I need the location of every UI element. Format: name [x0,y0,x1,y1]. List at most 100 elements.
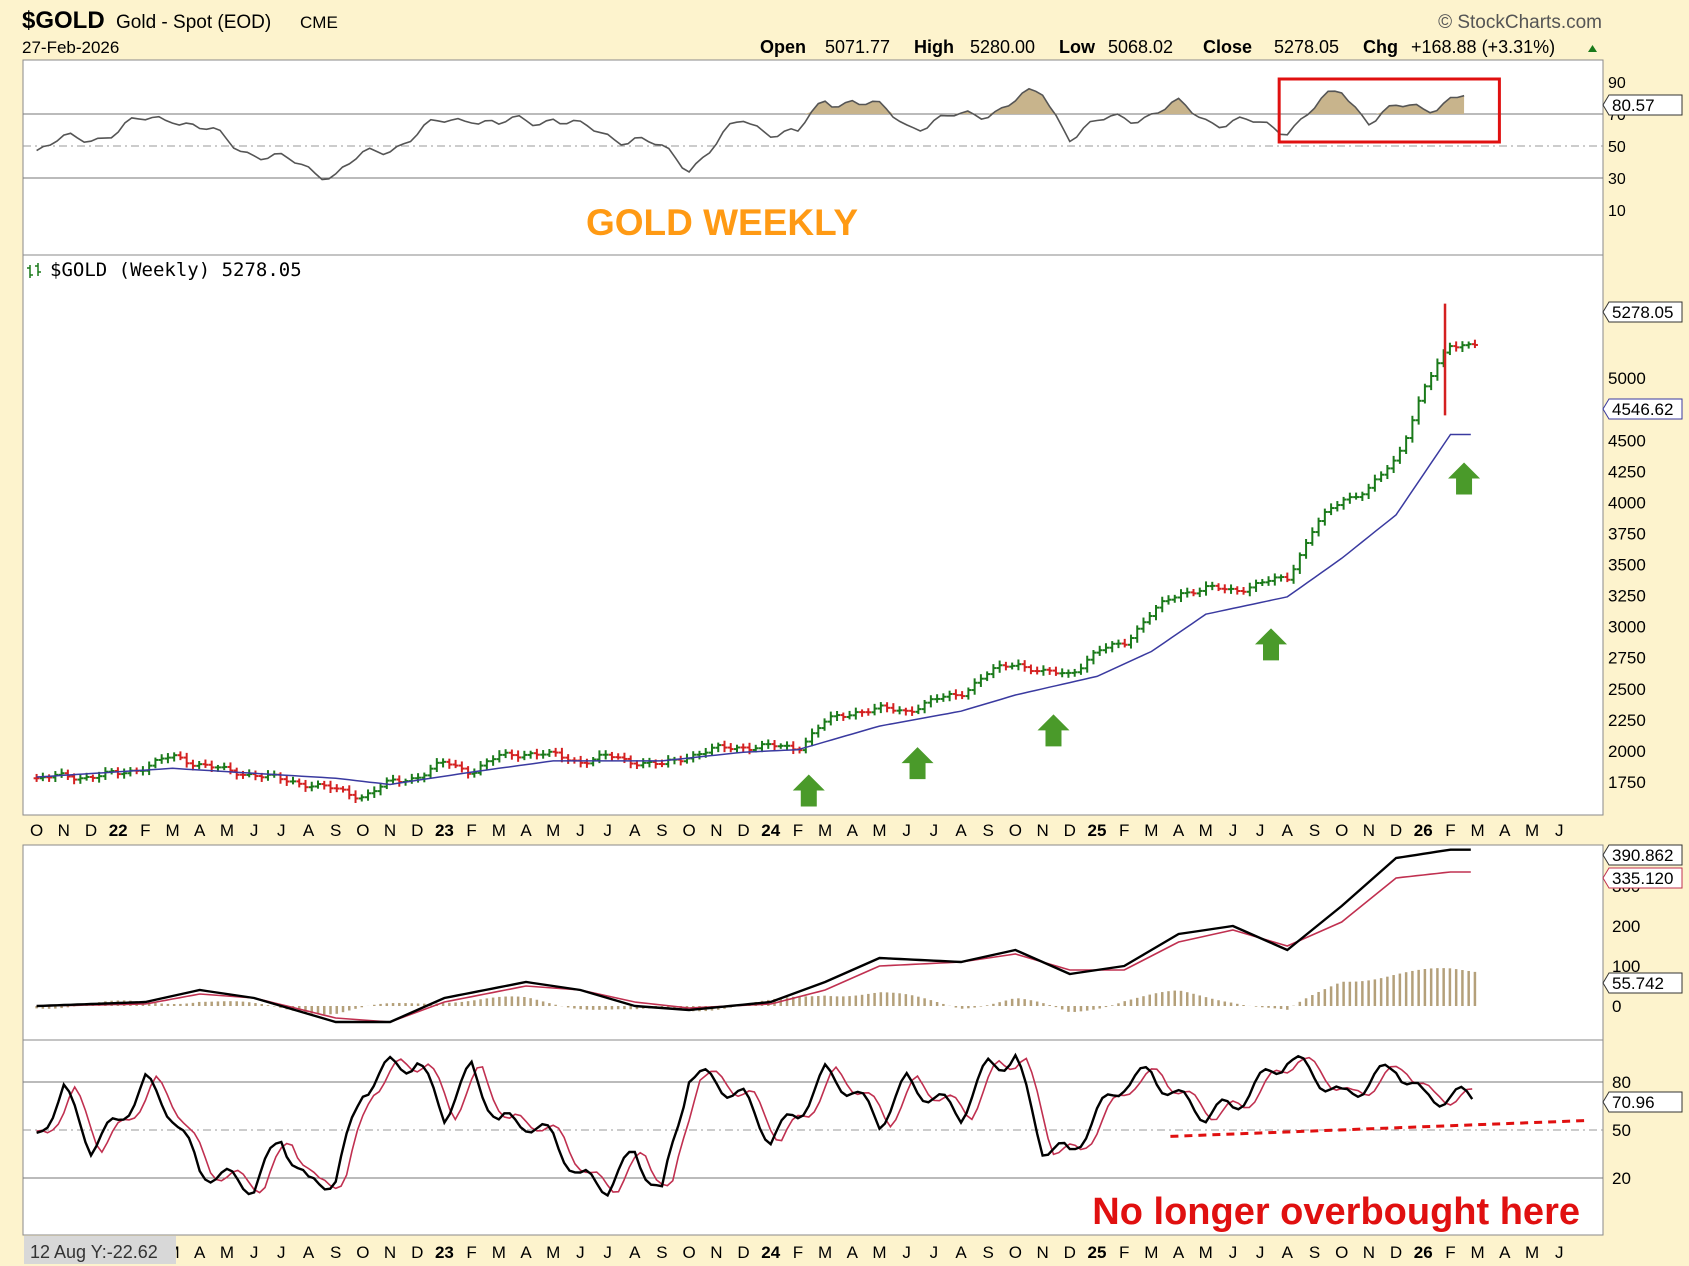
price-bar [1034,666,1041,675]
price-bar [765,739,772,749]
price-bar [77,773,84,784]
price-bar [1240,587,1247,595]
price-bar [1121,638,1128,648]
x-axis-label-bottom: A [194,1243,206,1262]
open-label: Open [760,37,806,57]
x-axis-label-bottom: O [1009,1243,1022,1262]
price-bar [952,689,959,700]
x-axis-label: S [330,821,341,840]
watermark: © StockCharts.com [1438,12,1602,33]
price-bar [383,777,390,790]
macd-line [36,848,1471,1024]
price-tick-label: 1750 [1608,773,1646,792]
buy-arrow-icon [792,774,825,807]
price-bar [296,778,303,788]
overbought-note: No longer overbought here [1092,1191,1580,1233]
price-bar [1059,668,1066,678]
price-bar [365,789,372,801]
price-bar [527,750,534,759]
x-axis-label: F [1445,821,1455,840]
x-axis-label: D [411,821,423,840]
price-bar [984,671,991,682]
price-bar [640,758,647,769]
x-axis-label-bottom: J [930,1243,939,1262]
price-bar [1471,339,1478,349]
low-label: Low [1059,37,1096,57]
price-bar [727,743,734,753]
x-axis-label: J [603,821,612,840]
price-bar [1465,341,1472,349]
price-bar [1190,588,1197,597]
x-axis-label-bottom: J [1256,1243,1265,1262]
price-bar [390,774,397,785]
x-axis-label: O [1335,821,1348,840]
price-bar [1159,596,1166,613]
price-bar [1309,527,1316,546]
x-axis-label: J [1256,821,1265,840]
price-bar [1215,583,1222,592]
price-bar [177,751,184,761]
price-bar [1234,586,1241,595]
price-bar [533,748,540,760]
price-bar [315,780,322,789]
stochastic-value-tag-text: 70.96 [1612,1093,1655,1112]
x-axis-label-bottom: J [902,1243,911,1262]
x-axis-label-bottom: J [576,1243,585,1262]
price-bar [1321,508,1328,526]
x-axis-label-bottom: F [1445,1243,1455,1262]
x-axis-label: O [683,821,696,840]
close-value: 5278.05 [1274,37,1339,57]
x-axis-label-bottom: A [520,1243,532,1262]
x-axis-label-bottom: M [220,1243,234,1262]
rsi-tick-label: 30 [1608,171,1626,188]
x-axis-label-bottom: N [1036,1243,1048,1262]
x-axis-label: M [1525,821,1539,840]
x-axis-label: O [30,821,43,840]
x-axis-label: M [872,821,886,840]
price-bar [771,740,778,751]
last-price-tag: 5278.05 [1602,301,1683,323]
price-bar [1040,665,1047,676]
rsi-highlight-box [1277,77,1501,144]
price-bar [1403,435,1410,455]
price-bar [646,757,653,768]
price-bar [1409,415,1416,443]
price-bar [496,750,503,763]
price-bar [302,779,309,792]
price-bar [171,752,178,762]
buy-arrow-icon [1448,462,1481,495]
price-bar [1171,594,1178,603]
price-panel-title: $GOLD (Weekly) 5278.05 [50,259,302,281]
x-axis-label: A [1282,821,1294,840]
price-bar [1434,358,1441,381]
stochastic-k-line [36,1052,1474,1198]
x-axis-label: N [384,821,396,840]
x-axis-label: J [1555,821,1564,840]
x-axis-label: J [1229,821,1238,840]
price-bar [158,754,165,764]
price-bar [1446,342,1453,356]
price-bar [321,780,328,790]
price-tick-label: 2500 [1608,680,1646,699]
price-bar [840,712,847,721]
macd-value-tag-box [1602,844,1683,866]
macd-tick-label: 0 [1612,997,1621,1016]
x-axis-label-bottom: F [1119,1243,1129,1262]
buy-arrow-icon [1255,628,1288,661]
price-bar [233,767,240,780]
price-bar [1140,617,1147,633]
x-axis-label: N [58,821,70,840]
price-bar [1303,538,1310,559]
price-bar [1265,576,1272,586]
x-axis-label: D [85,821,97,840]
price-bar [1015,659,1022,671]
x-axis-label-bottom: A [1499,1243,1511,1262]
x-axis-label: A [1173,821,1185,840]
x-axis-label-bottom: J [277,1243,286,1262]
price-tick-label: 2000 [1608,742,1646,761]
price-bar [1109,641,1116,653]
price-bar [977,674,984,687]
x-axis-label-bottom: M [1525,1243,1539,1262]
x-axis-label: F [466,821,476,840]
price-bar [846,710,853,720]
